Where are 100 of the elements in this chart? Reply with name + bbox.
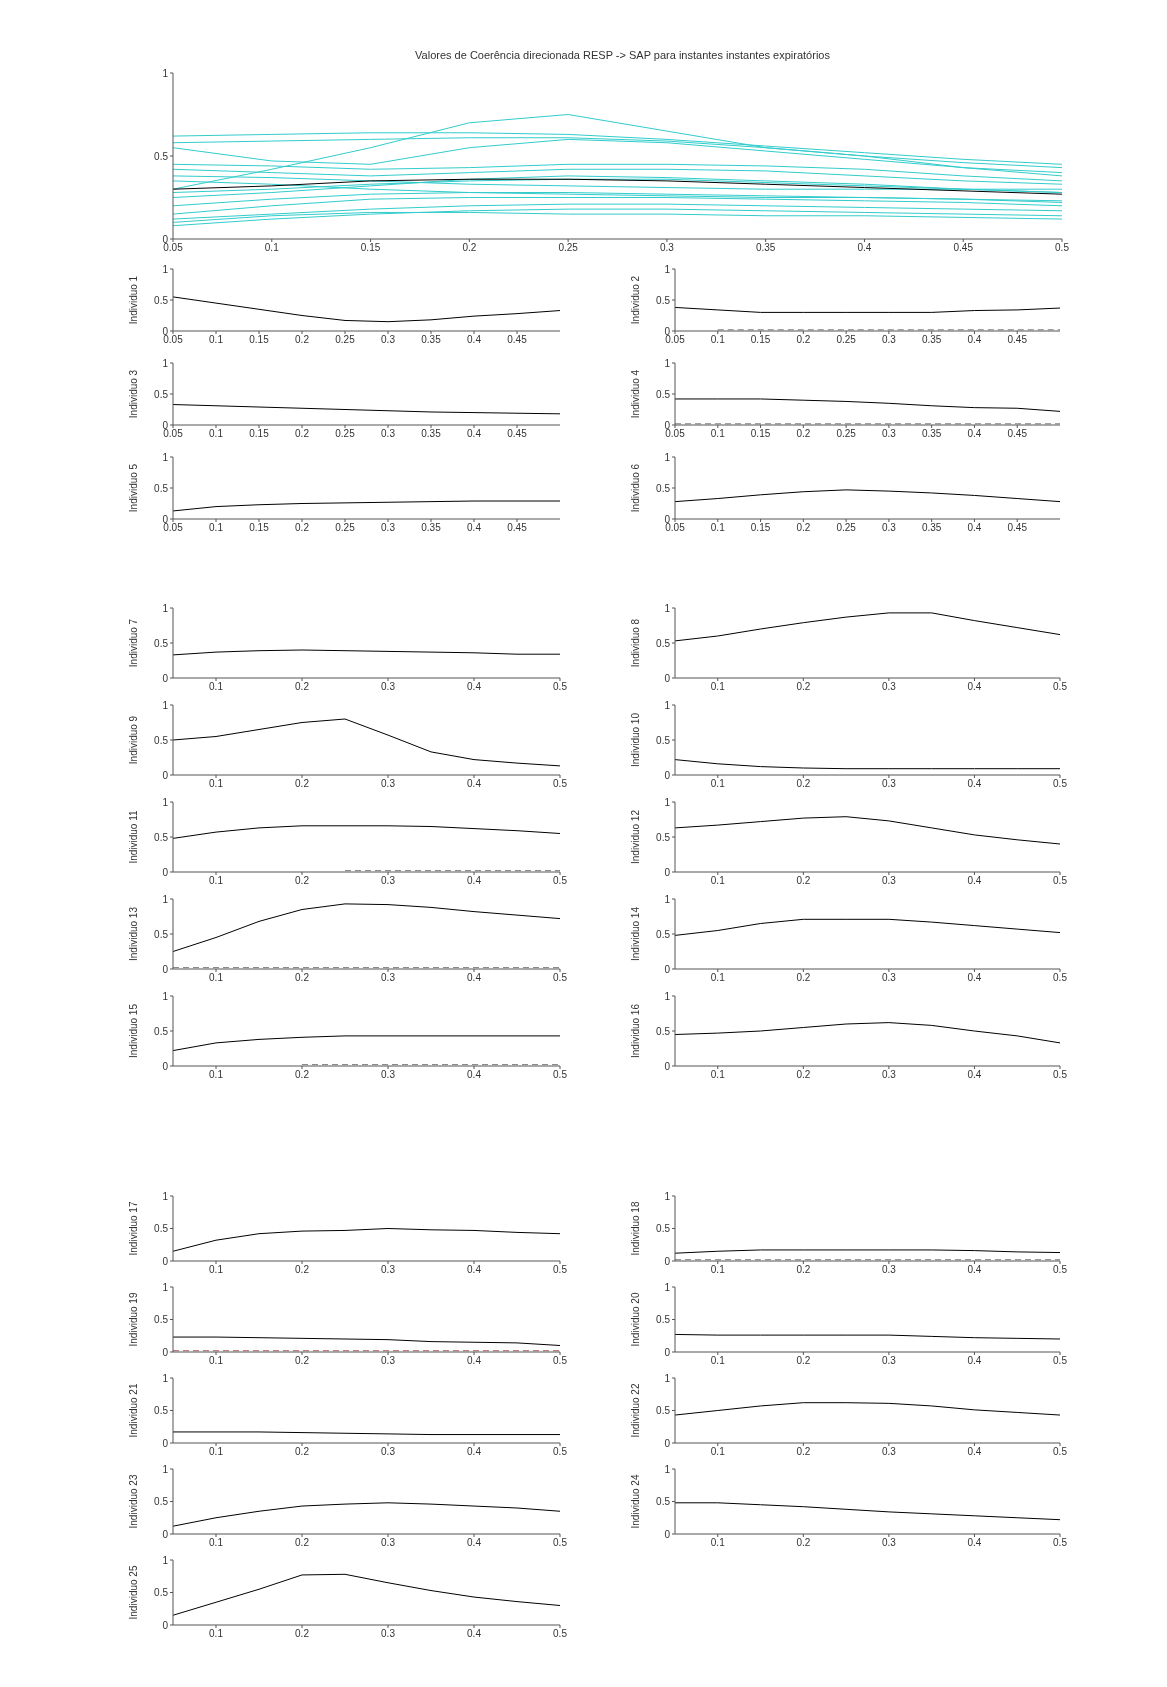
x-tick-label: 0.3: [881, 875, 897, 887]
y-tick-label: 0.5: [656, 637, 671, 649]
y-tick-label: 0: [162, 1437, 169, 1449]
y-tick-label: 0: [162, 866, 169, 878]
x-tick-label: 0.45: [507, 428, 528, 440]
y-tick-label: 1: [664, 263, 671, 275]
y-tick-label: 0.5: [154, 928, 169, 940]
x-tick-label: 0.1: [209, 778, 224, 790]
x-tick-label: 0.4: [967, 1537, 982, 1549]
x-tick-label: 0.2: [295, 778, 310, 790]
x-tick-label: 0.1: [209, 1355, 224, 1367]
y-axis-title: Individuo 5: [127, 463, 139, 513]
x-tick-label: 0.5: [553, 1446, 568, 1458]
y-axis-title: Individuo 12: [629, 809, 641, 864]
y-tick-label: 0.5: [656, 1405, 671, 1417]
x-tick-label: 0.25: [836, 428, 857, 440]
x-tick-label: 0.2: [796, 1537, 811, 1549]
x-tick-label: 0.1: [209, 1628, 224, 1640]
y-tick-label: 1: [664, 1190, 671, 1202]
x-tick-label: 0.3: [881, 1264, 897, 1276]
x-tick-label: 0.4: [967, 522, 982, 534]
x-tick-label: 0.3: [881, 1446, 897, 1458]
y-tick-label: 0: [162, 325, 169, 337]
x-tick-label: 0.25: [558, 242, 579, 254]
chart-title: Valores de Coerência direcionada RESP -> SAP para instantes instantes expiratórios: [414, 48, 831, 63]
x-tick-label: 0.1: [710, 1355, 726, 1367]
x-tick-label: 0.3: [381, 681, 396, 693]
x-tick-label: 0.25: [335, 428, 356, 440]
y-tick-label: 0.5: [656, 1025, 671, 1037]
x-tick-label: 0.1: [209, 522, 224, 534]
y-tick-label: 0: [162, 1528, 169, 1540]
y-tick-label: 0: [664, 325, 671, 337]
y-tick-label: 0.5: [154, 831, 169, 843]
x-tick-label: 0.05: [163, 334, 184, 346]
y-tick-label: 1: [162, 1554, 169, 1566]
x-tick-label: 0.45: [1007, 428, 1028, 440]
y-tick-label: 0: [664, 769, 671, 781]
x-tick-label: 0.4: [467, 972, 482, 984]
x-tick-label: 0.4: [467, 875, 482, 887]
y-tick-label: 1: [664, 1463, 671, 1475]
x-tick-label: 0.2: [796, 1264, 811, 1276]
x-tick-label: 0.2: [295, 681, 310, 693]
x-tick-label: 0.3: [381, 1628, 396, 1640]
x-tick-label: 0.3: [881, 778, 897, 790]
x-tick-label: 0.4: [467, 1264, 482, 1276]
x-tick-label: 0.1: [209, 875, 224, 887]
x-tick-label: 0.4: [467, 778, 482, 790]
x-tick-label: 0.35: [421, 522, 442, 534]
x-tick-label: 0.4: [967, 1069, 982, 1081]
y-tick-label: 1: [162, 263, 169, 275]
x-tick-label: 0.45: [1007, 334, 1028, 346]
x-tick-label: 0.5: [553, 778, 568, 790]
x-tick-label: 0.3: [381, 1264, 396, 1276]
x-tick-label: 0.4: [467, 1355, 482, 1367]
x-tick-label: 0.2: [796, 1069, 811, 1081]
y-tick-label: 1: [664, 699, 671, 711]
x-tick-label: 0.2: [796, 778, 811, 790]
y-tick-label: 0.5: [656, 294, 671, 306]
x-tick-label: 0.45: [507, 334, 528, 346]
x-tick-label: 0.45: [953, 242, 974, 254]
y-tick-label: 1: [162, 357, 169, 369]
x-tick-label: 0.2: [295, 972, 310, 984]
x-tick-label: 0.5: [553, 1537, 568, 1549]
y-tick-label: 1: [664, 1372, 671, 1384]
x-tick-label: 0.3: [881, 1069, 897, 1081]
y-axis-title: Individuo 13: [127, 906, 139, 961]
x-tick-label: 0.15: [249, 522, 270, 534]
y-axis-title: Individuo 14: [629, 906, 641, 961]
y-tick-label: 0.5: [154, 388, 169, 400]
x-tick-label: 0.4: [967, 334, 982, 346]
x-tick-label: 0.2: [295, 875, 310, 887]
x-tick-label: 0.1: [264, 242, 280, 254]
y-tick-label: 0.5: [154, 1314, 169, 1326]
y-tick-label: 0: [162, 419, 169, 431]
y-tick-label: 0: [664, 1437, 671, 1449]
y-axis-title: Individuo 10: [629, 712, 641, 767]
y-tick-label: 1: [664, 602, 671, 614]
x-tick-label: 0.4: [467, 334, 482, 346]
x-tick-label: 0.5: [553, 1264, 568, 1276]
x-tick-label: 0.1: [710, 875, 726, 887]
x-tick-label: 0.35: [921, 428, 942, 440]
y-tick-label: 0: [162, 1346, 169, 1358]
x-tick-label: 0.5: [553, 681, 568, 693]
x-tick-label: 0.25: [836, 334, 857, 346]
x-tick-label: 0.5: [553, 875, 568, 887]
y-tick-label: 1: [162, 699, 169, 711]
x-tick-label: 0.5: [553, 1069, 568, 1081]
x-tick-label: 0.1: [209, 1446, 224, 1458]
y-tick-label: 1: [664, 451, 671, 463]
x-tick-label: 0.1: [209, 972, 224, 984]
x-tick-label: 0.1: [710, 1264, 726, 1276]
y-tick-label: 0: [664, 1255, 671, 1267]
y-tick-label: 0: [664, 963, 671, 975]
x-tick-label: 0.5: [1053, 681, 1068, 693]
y-tick-label: 0.5: [154, 294, 169, 306]
x-tick-label: 0.2: [796, 334, 811, 346]
y-tick-label: 1: [162, 990, 169, 1002]
x-tick-label: 0.15: [750, 428, 771, 440]
x-tick-label: 0.2: [462, 242, 477, 254]
x-tick-label: 0.4: [967, 875, 982, 887]
